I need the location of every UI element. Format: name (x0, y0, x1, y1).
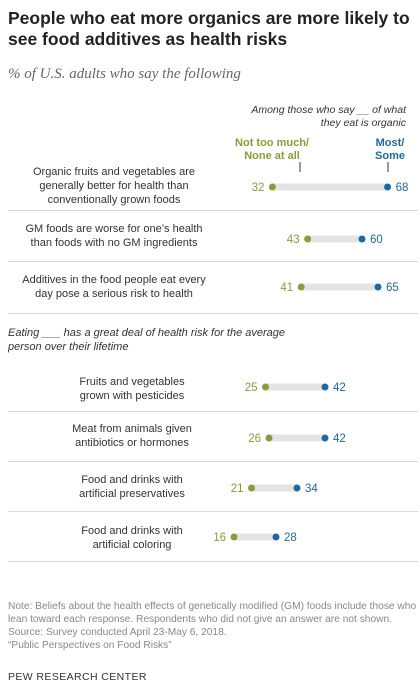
report-title: “Public Perspectives on Food Risks” (8, 640, 172, 651)
range-bar (307, 235, 362, 243)
range-bar (269, 434, 325, 442)
dot-low (268, 183, 276, 191)
row-label-organic-better: Organic fruits and vegetables are genera… (32, 166, 196, 206)
row-label-additives-risk: Additives in the food people eat every d… (22, 274, 206, 300)
row-label-gm-worse: GM foods are worse for one’s health than… (25, 223, 203, 249)
dot-high (272, 533, 280, 541)
footnote: Note: Beliefs about the health effects o… (8, 600, 418, 652)
value-label-high: 42 (333, 433, 346, 445)
section2-heading: Eating ___ has a great deal of health ri… (8, 327, 286, 353)
credit: PEW RESEARCH CENTER (8, 671, 147, 683)
value-label-high: 60 (370, 234, 383, 246)
legend-low: Not too much/ None at all (222, 137, 322, 163)
dot-high (321, 434, 329, 442)
divider (8, 313, 418, 314)
value-label-low: 21 (231, 483, 244, 495)
chart-title: People who eat more organics are more li… (8, 8, 410, 49)
dot-high (293, 484, 301, 492)
dot-low (262, 383, 269, 391)
divider (8, 561, 418, 562)
legend-high-line2: Some (375, 150, 405, 162)
divider (8, 210, 418, 211)
legend-low-line2: None at all (244, 150, 300, 162)
divider (8, 261, 418, 262)
column-group-header: Among those who say __ of what they eat … (251, 104, 406, 129)
chart-subtitle: % of U.S. adults who say the following (8, 66, 241, 82)
divider (8, 411, 418, 412)
range-bar (272, 183, 388, 191)
value-label-high: 28 (284, 532, 297, 544)
legend-low-line1: Not too much/ (235, 137, 309, 149)
dot-high (321, 383, 329, 391)
range-bar (265, 383, 325, 391)
row-label-meat: Meat from animals given antibiotics or h… (72, 423, 192, 449)
note-text: Note: Beliefs about the health effects o… (8, 601, 417, 625)
legend-high-line1: Most/ (375, 137, 405, 149)
row-label-preservatives: Food and drinks with artificial preserva… (79, 474, 185, 500)
dot-low (248, 484, 255, 492)
range-bar (251, 484, 297, 492)
dot-low (304, 235, 312, 243)
source-text: Source: Survey conducted April 23-May 6,… (8, 627, 227, 638)
range-bar (234, 533, 276, 541)
range-bar (301, 283, 378, 291)
value-label-low: 16 (213, 532, 226, 544)
dot-low (265, 434, 273, 442)
dot-high (374, 283, 382, 291)
value-label-high: 68 (396, 182, 409, 194)
value-label-low: 26 (248, 433, 261, 445)
value-label-low: 25 (245, 382, 258, 394)
value-label-low: 32 (252, 182, 265, 194)
divider (8, 511, 418, 512)
value-label-high: 65 (386, 282, 399, 294)
row-label-pesticides: Fruits and vegetables grown with pestici… (79, 376, 185, 402)
dot-low (297, 283, 305, 291)
value-label-high: 34 (305, 483, 318, 495)
divider (8, 461, 418, 462)
row-label-coloring: Food and drinks with artificial coloring (81, 525, 183, 551)
dot-high (358, 235, 366, 243)
legend-high: Most/ Some (365, 137, 415, 163)
value-label-high: 42 (333, 382, 346, 394)
value-label-low: 41 (280, 282, 293, 294)
dot-low (230, 533, 238, 541)
value-label-low: 43 (287, 234, 300, 246)
dot-high (384, 183, 392, 191)
